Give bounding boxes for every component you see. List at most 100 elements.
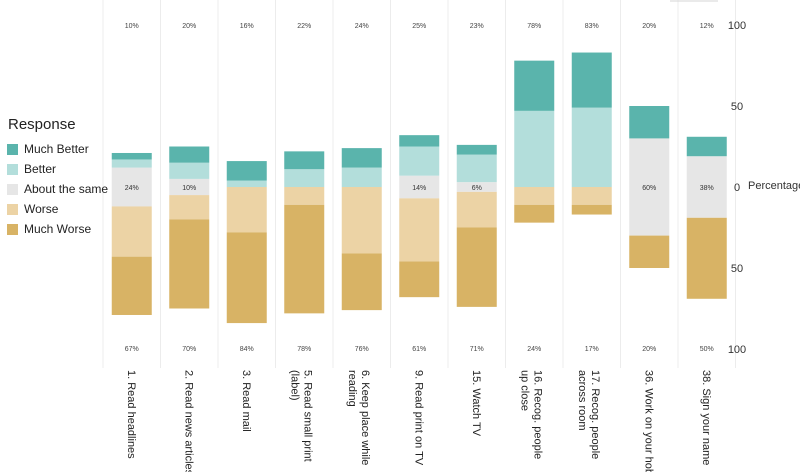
category-label-text: across room — [576, 370, 588, 431]
bottom-percent-label: 78% — [297, 346, 311, 353]
category-label-text: 36. Work on your hobby — [642, 370, 654, 472]
bottom-percent-label: 61% — [412, 346, 426, 353]
center-percent-label: 60% — [642, 185, 656, 192]
legend-item: Much Better — [7, 139, 108, 159]
bar-segment-much-worse — [284, 204, 325, 314]
legend-swatch — [7, 223, 18, 235]
category-label-text: 6. Keep place while — [359, 370, 371, 465]
top-percent-label: 16% — [240, 23, 254, 30]
top-percent-label: 10% — [125, 23, 139, 30]
bottom-percent-label: 67% — [125, 346, 139, 353]
bar-segment-much-worse — [399, 261, 440, 298]
category-label: 5. Read small print(label) — [288, 370, 313, 462]
y-axis-title: Percentage — [748, 180, 800, 192]
y-tick-label: 100 — [728, 20, 746, 32]
bar-segment-better — [571, 107, 612, 187]
top-percent-label: 23% — [470, 23, 484, 30]
legend-swatch — [7, 163, 18, 175]
top-percent-label: 20% — [182, 23, 196, 30]
bar-segment-much-better — [629, 106, 670, 139]
center-percent-label: 14% — [412, 185, 426, 192]
category-label: 9. Read print on TV — [412, 370, 424, 466]
y-tick-label: 50 — [731, 263, 743, 275]
top-percent-label: 24% — [355, 23, 369, 30]
bar-segment-about-the-same — [111, 167, 152, 207]
bar-segment-better — [226, 180, 267, 187]
bar-segment-much-worse — [686, 217, 727, 299]
bar-segment-much-worse — [629, 235, 670, 268]
bar-segment-worse — [169, 195, 210, 220]
bar-segment-much-better — [456, 144, 497, 155]
bar-segment-better — [399, 146, 440, 176]
legend-item: Better — [7, 159, 108, 179]
bar-segment-much-better — [226, 161, 267, 181]
legend-title: Response — [8, 116, 76, 133]
bottom-percent-label: 50% — [700, 346, 714, 353]
bar-segment-much-worse — [169, 219, 210, 309]
bottom-percent-label: 71% — [470, 346, 484, 353]
category-label-text: up close — [518, 370, 530, 411]
center-percent-label: 6% — [472, 185, 482, 192]
center-percent-label: 24% — [125, 185, 139, 192]
bar-segment-about-the-same — [629, 138, 670, 236]
top-percent-label: 78% — [527, 23, 541, 30]
bar-segment-worse — [399, 198, 440, 262]
category-label: 15. Watch TV — [470, 370, 482, 437]
legend-label: Much Better — [24, 142, 89, 156]
bar-segment-worse — [514, 187, 555, 205]
category-label: 36. Work on your hobby — [642, 370, 654, 472]
bar-segment-better — [169, 162, 210, 179]
category-label-text: 38. Sign your name — [700, 370, 712, 465]
bar-segment-better — [111, 159, 152, 168]
top-percent-label: 22% — [297, 23, 311, 30]
y-tick-label: 50 — [731, 101, 743, 113]
category-label-text: 9. Read print on TV — [412, 370, 424, 466]
top-percent-label: 25% — [412, 23, 426, 30]
category-label: 38. Sign your name — [700, 370, 712, 465]
bottom-percent-label: 20% — [642, 346, 656, 353]
bar-segment-much-better — [686, 136, 727, 157]
legend-label: About the same — [24, 182, 109, 196]
center-percent-label: 10% — [182, 185, 196, 192]
legend-item: Worse — [7, 199, 108, 219]
bar-segment-better — [341, 167, 382, 187]
category-label: 1. Read headlines — [125, 370, 137, 459]
bar-segment-worse — [284, 187, 325, 205]
category-label-text: (label) — [288, 370, 300, 401]
bar-segment-worse — [456, 191, 497, 228]
bottom-percent-label: 70% — [182, 346, 196, 353]
bar-segment-about-the-same — [456, 182, 497, 192]
category-label-text: reading — [346, 370, 358, 407]
bar-segment-much-worse — [226, 232, 267, 324]
bar-segment-about-the-same — [686, 156, 727, 218]
center-percent-label: 38% — [700, 185, 714, 192]
top-percent-label: 83% — [585, 23, 599, 30]
bar-segment-much-worse — [456, 227, 497, 307]
bar-segment-worse — [226, 187, 267, 233]
bottom-percent-label: 76% — [355, 346, 369, 353]
bar-segment-much-better — [284, 151, 325, 170]
bar-segment-much-better — [399, 135, 440, 147]
legend-swatch — [7, 143, 18, 155]
category-label-text: 2. Read news articles — [182, 370, 194, 472]
bar-segment-better — [284, 169, 325, 187]
bar-segment-about-the-same — [169, 178, 210, 196]
legend-swatch — [7, 203, 18, 215]
category-label: 3. Read mail — [240, 370, 252, 432]
bar-segment-much-better — [169, 146, 210, 163]
bar-segment-much-worse — [111, 256, 152, 315]
category-label: 2. Read news articles — [182, 370, 194, 472]
bar-segment-much-worse — [341, 253, 382, 311]
bottom-percent-label: 17% — [585, 346, 599, 353]
category-label-text: 17. Recog. people — [589, 370, 601, 459]
legend: Response Much Better Better About the same… — [7, 116, 108, 239]
legend-label: Worse — [24, 202, 59, 216]
bar-segment-much-better — [111, 152, 152, 160]
bar-segment-much-worse — [514, 204, 555, 223]
category-label-text: 5. Read small print — [301, 370, 313, 462]
bar-segment-worse — [341, 187, 382, 254]
category-label-text: 3. Read mail — [240, 370, 252, 432]
